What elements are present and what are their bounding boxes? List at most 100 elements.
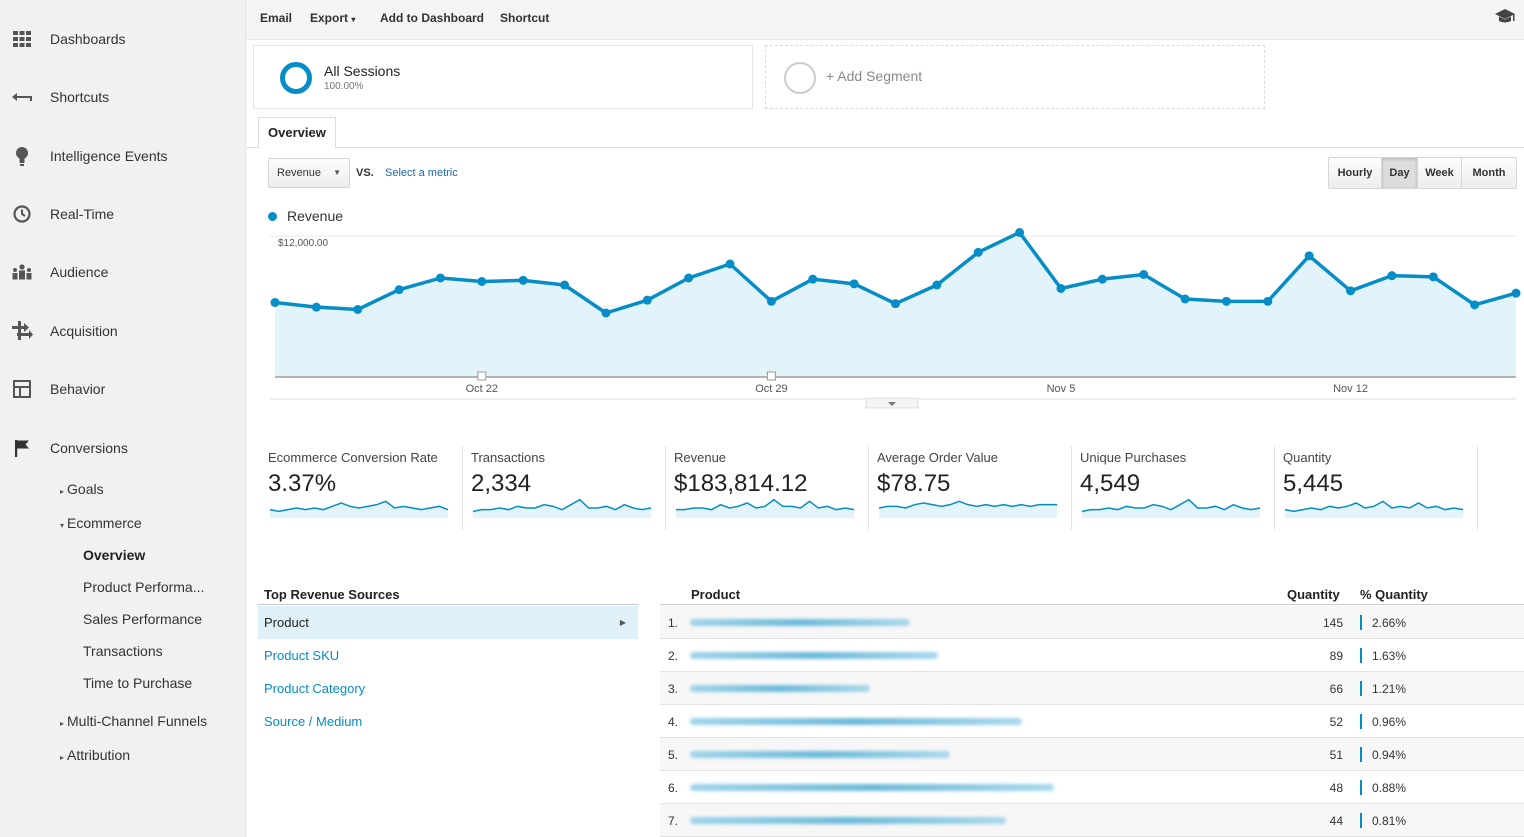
email-button[interactable]: Email: [260, 11, 293, 25]
metric-dropdown[interactable]: Revenue ▼: [268, 158, 350, 188]
source-product-sku[interactable]: Product SKU: [264, 648, 340, 663]
redacted-product-name[interactable]: [690, 652, 938, 659]
column-header-pct-quantity[interactable]: % Quantity: [1360, 587, 1428, 602]
caret-right-icon: ▶: [619, 618, 626, 627]
scorecard[interactable]: Revenue $183,814.12: [674, 446, 869, 530]
x-tick-label: Oct 22: [466, 383, 498, 395]
scorecard[interactable]: Quantity 5,445: [1283, 446, 1478, 530]
revenue-point: [1263, 296, 1273, 306]
row-rank: 4.: [668, 715, 679, 729]
tab-overview[interactable]: Overview: [258, 117, 336, 149]
revenue-point: [477, 277, 487, 286]
table-row[interactable]: 2. 89 1.63%: [660, 639, 1524, 672]
graduation-cap-icon[interactable]: [1494, 8, 1516, 26]
revenue-point: [353, 305, 363, 314]
shortcuts-arrow-icon: [11, 86, 33, 108]
sidebar-item-product-performance[interactable]: Product Performa...: [83, 579, 205, 595]
row-pct-quantity: 1.63%: [1372, 649, 1407, 663]
revenue-point: [435, 273, 445, 283]
select-metric-link[interactable]: Select a metric: [385, 167, 458, 179]
redacted-product-name[interactable]: [690, 718, 1022, 725]
table-row[interactable]: 3. 66 1.21%: [660, 672, 1524, 705]
period-hourly-button[interactable]: Hourly: [1329, 158, 1382, 188]
revenue-point: [684, 273, 694, 283]
sidebar-item-conversions[interactable]: Conversions: [0, 433, 246, 463]
row-rank: 6.: [668, 781, 679, 795]
scorecard-label: Transactions: [471, 450, 545, 465]
chevron-down-icon: [888, 402, 896, 406]
export-button[interactable]: Export ▾: [310, 11, 356, 25]
sidebar-item-overview[interactable]: Overview: [83, 547, 146, 563]
scorecard-label: Revenue: [674, 450, 727, 465]
row-rank: 3.: [668, 682, 679, 696]
sidebar-item-goals[interactable]: ▸ Goals: [60, 481, 104, 497]
segment-all-sessions[interactable]: All Sessions 100.00%: [253, 45, 753, 109]
sidebar-item-multi-channel-funnels[interactable]: ▸ Multi-Channel Funnels: [60, 713, 208, 729]
scorecard[interactable]: Unique Purchases 4,549: [1080, 446, 1275, 530]
row-rank: 2.: [668, 649, 679, 663]
sidebar-item-real-time[interactable]: Real-Time: [0, 199, 246, 229]
sidebar-item-shortcuts[interactable]: Shortcuts: [0, 82, 246, 112]
period-month-button[interactable]: Month: [1462, 158, 1516, 188]
sidebar-item-transactions[interactable]: Transactions: [83, 643, 163, 659]
revenue-point: [601, 308, 611, 318]
sidebar-item-dashboards[interactable]: Dashboards: [0, 24, 246, 54]
redacted-product-name[interactable]: [690, 619, 910, 626]
sparkline: [1081, 498, 1261, 518]
sparkline-line: [269, 500, 449, 513]
sparkline-area: [1082, 499, 1260, 518]
column-header-product[interactable]: Product: [691, 587, 741, 602]
source-product-category[interactable]: Product Category: [264, 681, 366, 696]
sparkline-area: [879, 501, 1057, 518]
sidebar-item-sales-performance[interactable]: Sales Performance: [83, 611, 203, 627]
sparkline-line: [1081, 498, 1261, 513]
row-pct-quantity: 2.66%: [1372, 616, 1407, 630]
x-tick-label: Oct 29: [755, 383, 787, 395]
row-quantity: 52: [1329, 715, 1343, 729]
scorecard-value: 4,549: [1080, 470, 1141, 497]
scorecard[interactable]: Transactions 2,334: [471, 446, 666, 530]
sparkline-area: [270, 501, 448, 518]
period-day-button[interactable]: Day: [1382, 158, 1418, 188]
divider: [660, 604, 1524, 605]
sparkline-area: [473, 499, 651, 518]
period-week-button[interactable]: Week: [1418, 158, 1462, 188]
sidebar-item-attribution[interactable]: ▸ Attribution: [60, 747, 131, 763]
sidebar-item-ecommerce[interactable]: ▾ Ecommerce: [60, 515, 142, 531]
scorecard-label: Ecommerce Conversion Rate: [268, 450, 438, 465]
table-row[interactable]: 5. 51 0.94%: [660, 738, 1524, 771]
sidebar-item-time-to-purchase[interactable]: Time to Purchase: [83, 675, 193, 691]
sidebar-item-audience[interactable]: Audience: [0, 257, 246, 287]
table-row[interactable]: 4. 52 0.96%: [660, 705, 1524, 738]
scorecard-value: 3.37%: [268, 470, 337, 497]
shortcut-button[interactable]: Shortcut: [500, 11, 550, 25]
sidebar-item-intelligence-events[interactable]: Intelligence Events: [0, 141, 246, 171]
caret-right-icon: ▸: [60, 487, 65, 496]
redacted-product-name[interactable]: [690, 817, 1006, 824]
redacted-product-name[interactable]: [690, 784, 1054, 791]
sidebar-item-behavior[interactable]: Behavior: [0, 374, 246, 404]
source-source-medium[interactable]: Source / Medium: [264, 714, 363, 729]
sidebar-item-acquisition[interactable]: Acquisition: [0, 316, 246, 346]
chart-legend: Revenue: [268, 208, 343, 224]
source-product[interactable]: Product ▶: [258, 606, 638, 639]
scorecard-value: $78.75: [877, 470, 951, 497]
scorecard[interactable]: Average Order Value $78.75: [877, 446, 1072, 530]
add-to-dashboard-button[interactable]: Add to Dashboard: [380, 11, 484, 25]
clock-icon: [11, 203, 33, 225]
add-segment-button[interactable]: + Add Segment: [765, 45, 1265, 109]
sidebar: Dashboards Shortcuts Intelligence Events…: [0, 0, 246, 837]
revenue-point: [766, 296, 776, 306]
chevron-down-icon: ▾: [351, 15, 356, 24]
redacted-product-name[interactable]: [690, 751, 950, 758]
table-row[interactable]: 6. 48 0.88%: [660, 771, 1524, 804]
table-row[interactable]: 1. 145 2.66%: [660, 606, 1524, 639]
table-row[interactable]: 7. 44 0.81%: [660, 804, 1524, 837]
sparkline-line: [1284, 500, 1464, 513]
scorecard[interactable]: Ecommerce Conversion Rate 3.37%: [268, 446, 463, 530]
scorecard-value: $183,814.12: [674, 470, 808, 497]
sparkline: [878, 500, 1057, 518]
column-header-quantity[interactable]: Quantity: [1287, 587, 1340, 602]
redacted-product-name[interactable]: [690, 685, 870, 692]
annotation-marker-icon: [766, 371, 776, 381]
